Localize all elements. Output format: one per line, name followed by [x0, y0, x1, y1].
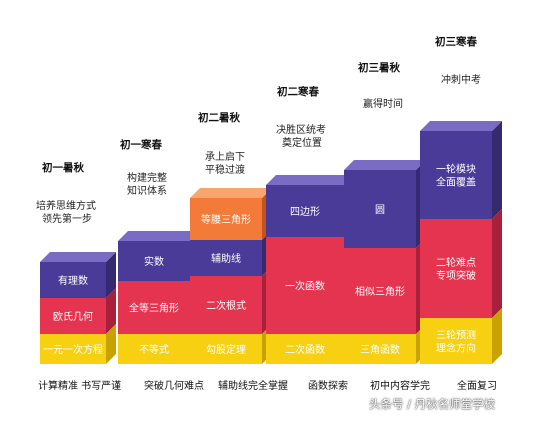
block-label-s6-2-line-1: 二轮难点 [436, 256, 476, 269]
block-s6-1-top [420, 121, 502, 131]
block-label-s6-3-line-2: 理念方向 [436, 342, 476, 355]
block-label-s3-4: 勾股定理 [206, 343, 246, 356]
stage-4-title: 初二寒春 [277, 86, 319, 98]
stage-3-title: 初二暑秋 [198, 112, 240, 124]
block-label-s4-1: 四边形 [290, 206, 320, 218]
stage-3-footer: 辅助线完全掌握 [218, 381, 288, 392]
block-s2-1-top [118, 231, 200, 241]
watermark: 头条号 / 丹秋名师堂学校 [369, 397, 496, 411]
block-label-s2-3: 不等式 [139, 343, 169, 356]
stage-1-desc-2: 领先第一步 [42, 214, 92, 225]
stage-4-desc-2: 奠定位置 [282, 138, 322, 149]
stage-6-title: 初三寒春 [435, 36, 477, 48]
stage-1-footer: 计算精准 书写严谨 [38, 381, 122, 392]
block-s1-1-top [40, 252, 116, 262]
stage-2-desc-1: 构建完整 [127, 173, 167, 184]
block-s1-2 [40, 298, 106, 334]
block-s2-2 [118, 281, 190, 334]
block-label-s6-3-line-1: 三轮预测 [436, 329, 476, 342]
block-s6-2 [420, 219, 492, 318]
block-s6-1-side [492, 121, 502, 219]
stage-2-title: 初一寒春 [120, 139, 162, 151]
block-s4-1 [266, 185, 344, 237]
block-s6-1 [420, 131, 492, 219]
block-s6-3 [420, 318, 492, 364]
block-s4-3 [266, 334, 344, 364]
block-s3-1 [190, 198, 262, 240]
block-label-s4-2: 一次函数 [285, 280, 325, 293]
stage-5-footer: 初中内容学完 [370, 381, 430, 392]
block-s1-1 [40, 262, 106, 298]
block-s3-3 [190, 276, 262, 334]
block-s3-2 [190, 240, 262, 276]
block-label-s5-1: 圆 [375, 204, 385, 216]
stage-3-desc-2: 平稳过渡 [205, 165, 245, 176]
block-s5-2 [344, 248, 416, 334]
block-label-s4-3: 二次函数 [285, 343, 325, 356]
block-label-s1-3: 一元一次方程 [43, 343, 103, 356]
block-s2-1 [118, 241, 190, 281]
block-s4-2 [266, 237, 344, 334]
block-s3-1-top [190, 188, 272, 198]
block-label-s1-2: 欧氏几何 [53, 310, 93, 323]
stage-5-title: 初三暑秋 [358, 62, 400, 74]
stage-6-desc-1: 冲刺中考 [441, 75, 481, 86]
block-s1-1-side [106, 252, 116, 298]
block-s5-3 [344, 334, 416, 364]
block-label-s3-2: 辅助线 [211, 252, 241, 265]
stage-5-desc-1: 赢得时间 [363, 99, 403, 110]
stage-1-desc-1: 培养思维方式 [36, 201, 96, 212]
block-label-s1-1: 有理数 [58, 274, 88, 287]
stage-3-desc-1: 承上启下 [205, 152, 245, 163]
block-s5-1 [344, 170, 416, 248]
stage-2-footer: 突破几何难点 [144, 381, 204, 392]
block-label-s3-3: 二次根式 [206, 299, 246, 312]
block-s6-2-side [492, 209, 502, 318]
block-label-s6-2-line-2: 专项突破 [436, 269, 476, 282]
block-s1-3-side [106, 324, 116, 364]
stage-2-desc-2: 知识体系 [127, 186, 167, 197]
block-s6-3-side [492, 308, 502, 364]
block-label-s5-3: 三角函数 [360, 343, 400, 356]
block-label-s6-1-line-1: 一轮模块 [436, 163, 476, 176]
stage-1-title: 初一暑秋 [42, 162, 84, 174]
stage-6-footer: 全面复习 [457, 381, 497, 392]
block-label-s6-1-line-2: 全面覆盖 [436, 176, 476, 189]
block-s4-1-top [266, 175, 354, 185]
block-label-s5-2: 相似三角形 [355, 285, 405, 298]
block-label-s2-1: 实数 [144, 255, 164, 268]
block-s5-1-top [344, 160, 426, 170]
stage-4-footer: 函数探索 [308, 381, 348, 392]
block-s1-3 [40, 334, 106, 364]
stage-4-desc-1: 决胜区统考 [276, 125, 326, 136]
block-label-s3-1: 等腰三角形 [201, 213, 251, 226]
block-s2-3 [118, 334, 190, 364]
block-s3-4 [190, 334, 262, 364]
block-label-s2-2: 全等三角形 [129, 302, 179, 315]
block-s1-2-side [106, 288, 116, 334]
